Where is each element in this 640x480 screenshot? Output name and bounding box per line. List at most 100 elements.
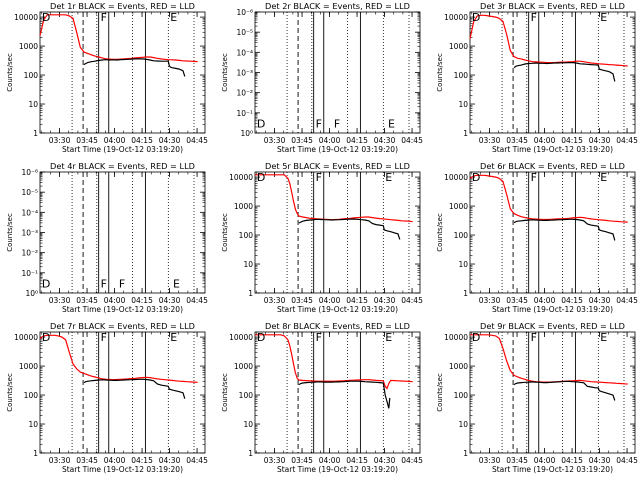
y-tick-label: 1000	[19, 42, 38, 51]
y-axis-label: Counts/sec	[221, 53, 229, 92]
events-series-line	[83, 378, 186, 399]
x-tick-label: 04:00	[104, 296, 126, 305]
y-axis-label: Counts/sec	[221, 213, 229, 252]
x-axis-label: Start Time (19-Oct-12 03:19:20)	[62, 145, 183, 154]
marker-e: E	[385, 171, 392, 184]
y-tick-label: 10⁻⁵	[21, 188, 38, 197]
x-tick-label: 03:30	[479, 456, 501, 465]
x-tick-label: 04:30	[159, 136, 181, 145]
marker-f: F	[316, 117, 322, 130]
y-tick-label: 10	[458, 420, 468, 429]
marker-f: F	[531, 331, 537, 344]
x-tick-label: 04:45	[616, 296, 638, 305]
y-tick-label: 10000	[14, 333, 38, 342]
y-tick-label: 1000	[449, 202, 468, 211]
marker-d: D	[42, 277, 50, 290]
plot-frame	[254, 331, 421, 454]
x-tick-label: 04:45	[186, 296, 208, 305]
y-tick-label: 10⁻³	[21, 229, 38, 238]
y-tick-label: 10	[458, 260, 468, 269]
y-tick-label: 100	[239, 231, 254, 240]
events-series-line	[83, 58, 186, 77]
panel-title: Det 3r BLACK = Events, RED = LLD	[480, 1, 625, 11]
panel-title: Det 4r BLACK = Events, RED = LLD	[50, 161, 195, 171]
y-tick-label: 10⁰	[25, 289, 38, 298]
events-series-line	[513, 218, 616, 241]
y-tick-label: 100	[454, 71, 469, 80]
y-tick-label: 1	[463, 289, 468, 298]
y-tick-label: 1	[33, 129, 38, 138]
x-tick-label: 04:45	[616, 136, 638, 145]
detector-panel-4: Det 4r BLACK = Events, RED = LLD 10⁰ 10⁻¹ 1…	[6, 161, 208, 314]
x-tick-label: 04:30	[589, 136, 611, 145]
x-tick-label: 04:30	[374, 136, 396, 145]
x-tick-label: 03:30	[264, 456, 286, 465]
x-tick-label: 04:00	[534, 136, 556, 145]
y-tick-label: 10	[28, 100, 38, 109]
y-tick-label: 100	[454, 391, 469, 400]
x-tick-label: 04:30	[159, 456, 181, 465]
detector-panel-1: Det 1r BLACK = Events, RED = LLD 1 10 100 10…	[6, 1, 208, 154]
events-series-line	[298, 218, 401, 240]
y-tick-label: 1	[33, 449, 38, 458]
y-tick-label: 10⁻²	[236, 89, 253, 98]
y-tick-label: 100	[454, 231, 469, 240]
x-tick-label: 03:45	[506, 456, 528, 465]
y-tick-label: 1	[248, 449, 253, 458]
y-axis-label: Counts/sec	[436, 53, 444, 92]
y-axis-label: Counts/sec	[436, 213, 444, 252]
marker-f: F	[531, 11, 537, 24]
y-axis-label: Counts/sec	[6, 53, 14, 92]
marker-e: E	[173, 277, 180, 290]
plot-frame	[469, 11, 636, 134]
x-tick-label: 04:45	[401, 456, 423, 465]
y-tick-label: 10⁻²	[21, 249, 38, 258]
y-tick-label: 100	[24, 71, 39, 80]
y-tick-label: 10000	[229, 333, 253, 342]
lld-series-line	[39, 334, 198, 383]
y-tick-label: 10⁻⁶	[21, 168, 38, 177]
events-series-line	[298, 380, 391, 409]
plot-frame	[39, 171, 206, 294]
x-tick-label: 04:45	[401, 296, 423, 305]
plot-frame	[39, 331, 206, 454]
detector-panel-7: Det 7r BLACK = Events, RED = LLD 1 10 100 10…	[6, 321, 208, 474]
y-tick-label: 10⁻¹	[21, 269, 38, 278]
y-tick-label: 10⁻⁶	[236, 8, 253, 17]
y-tick-label: 1	[463, 449, 468, 458]
detector-panel-9: Det 9r BLACK = Events, RED = LLD 1 10 100 10…	[436, 321, 638, 474]
marker-e: E	[385, 331, 392, 344]
y-tick-label: 100	[24, 391, 39, 400]
marker-e: E	[600, 11, 607, 24]
panel-title: Det 8r BLACK = Events, RED = LLD	[265, 321, 410, 331]
x-tick-label: 04:15	[346, 296, 368, 305]
plot-frame	[469, 331, 636, 454]
y-tick-label: 10	[458, 100, 468, 109]
x-tick-label: 04:15	[346, 456, 368, 465]
marker-f: F	[119, 277, 125, 290]
marker-f: F	[101, 331, 107, 344]
x-tick-label: 03:30	[479, 136, 501, 145]
x-tick-label: 03:30	[479, 296, 501, 305]
x-tick-label: 04:45	[616, 456, 638, 465]
y-tick-label: 1000	[234, 202, 253, 211]
marker-e: E	[600, 171, 607, 184]
lld-series-line	[39, 14, 198, 63]
y-tick-label: 10000	[444, 13, 468, 22]
detector-panel-3: Det 3r BLACK = Events, RED = LLD 1 10 100 10…	[436, 1, 638, 154]
y-tick-label: 1000	[19, 362, 38, 371]
y-tick-label: 1000	[234, 362, 253, 371]
marker-e: E	[170, 331, 177, 344]
x-tick-label: 03:45	[291, 136, 313, 145]
plot-frame	[39, 11, 206, 134]
y-axis-label: Counts/sec	[436, 373, 444, 412]
plot-frame	[469, 171, 636, 294]
detector-panel-8: Det 8r BLACK = Events, RED = LLD 1 10 100 10…	[221, 321, 423, 474]
x-tick-label: 04:00	[104, 136, 126, 145]
marker-f: F	[101, 11, 107, 24]
x-tick-label: 04:15	[561, 296, 583, 305]
panel-title: Det 7r BLACK = Events, RED = LLD	[50, 321, 195, 331]
x-axis-label: Start Time (19-Oct-12 03:19:20)	[62, 465, 183, 474]
detector-panel-6: Det 6r BLACK = Events, RED = LLD 1 10 100 10…	[436, 161, 638, 314]
